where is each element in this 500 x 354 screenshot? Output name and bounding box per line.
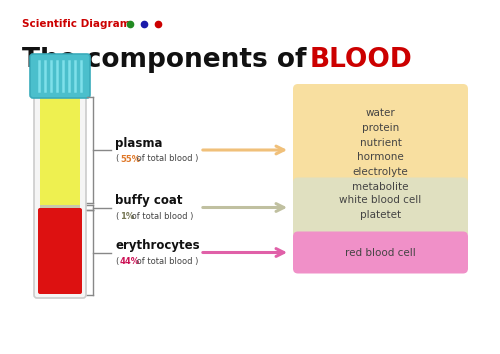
Text: plasma: plasma (115, 137, 162, 149)
Text: erythrocytes: erythrocytes (115, 239, 200, 252)
Text: white blood cell
platetet: white blood cell platetet (340, 195, 421, 220)
FancyBboxPatch shape (38, 208, 82, 294)
Text: BLOOD: BLOOD (310, 47, 413, 73)
Text: water
protein
nutrient
hormone
electrolyte
metabolite: water protein nutrient hormone electroly… (352, 108, 409, 192)
FancyBboxPatch shape (293, 232, 468, 274)
Text: 44%: 44% (120, 257, 140, 266)
Text: of total blood ): of total blood ) (134, 257, 198, 266)
FancyBboxPatch shape (293, 177, 468, 238)
Text: of total blood ): of total blood ) (129, 212, 194, 221)
Text: of total blood ): of total blood ) (134, 154, 198, 164)
FancyBboxPatch shape (293, 84, 468, 216)
Bar (40, 205, 80, 210)
Text: Scientific Diagram: Scientific Diagram (22, 19, 130, 29)
Text: (: ( (115, 212, 118, 221)
Text: 55%: 55% (120, 154, 140, 164)
Text: (: ( (115, 257, 118, 266)
FancyBboxPatch shape (30, 54, 90, 98)
Text: 1%: 1% (120, 212, 134, 221)
Text: red blood cell: red blood cell (345, 247, 416, 257)
Text: (: ( (115, 154, 118, 164)
Text: The components of: The components of (22, 47, 316, 73)
FancyBboxPatch shape (34, 92, 86, 298)
Bar (40, 98, 80, 205)
Text: buffy coat: buffy coat (115, 194, 182, 207)
